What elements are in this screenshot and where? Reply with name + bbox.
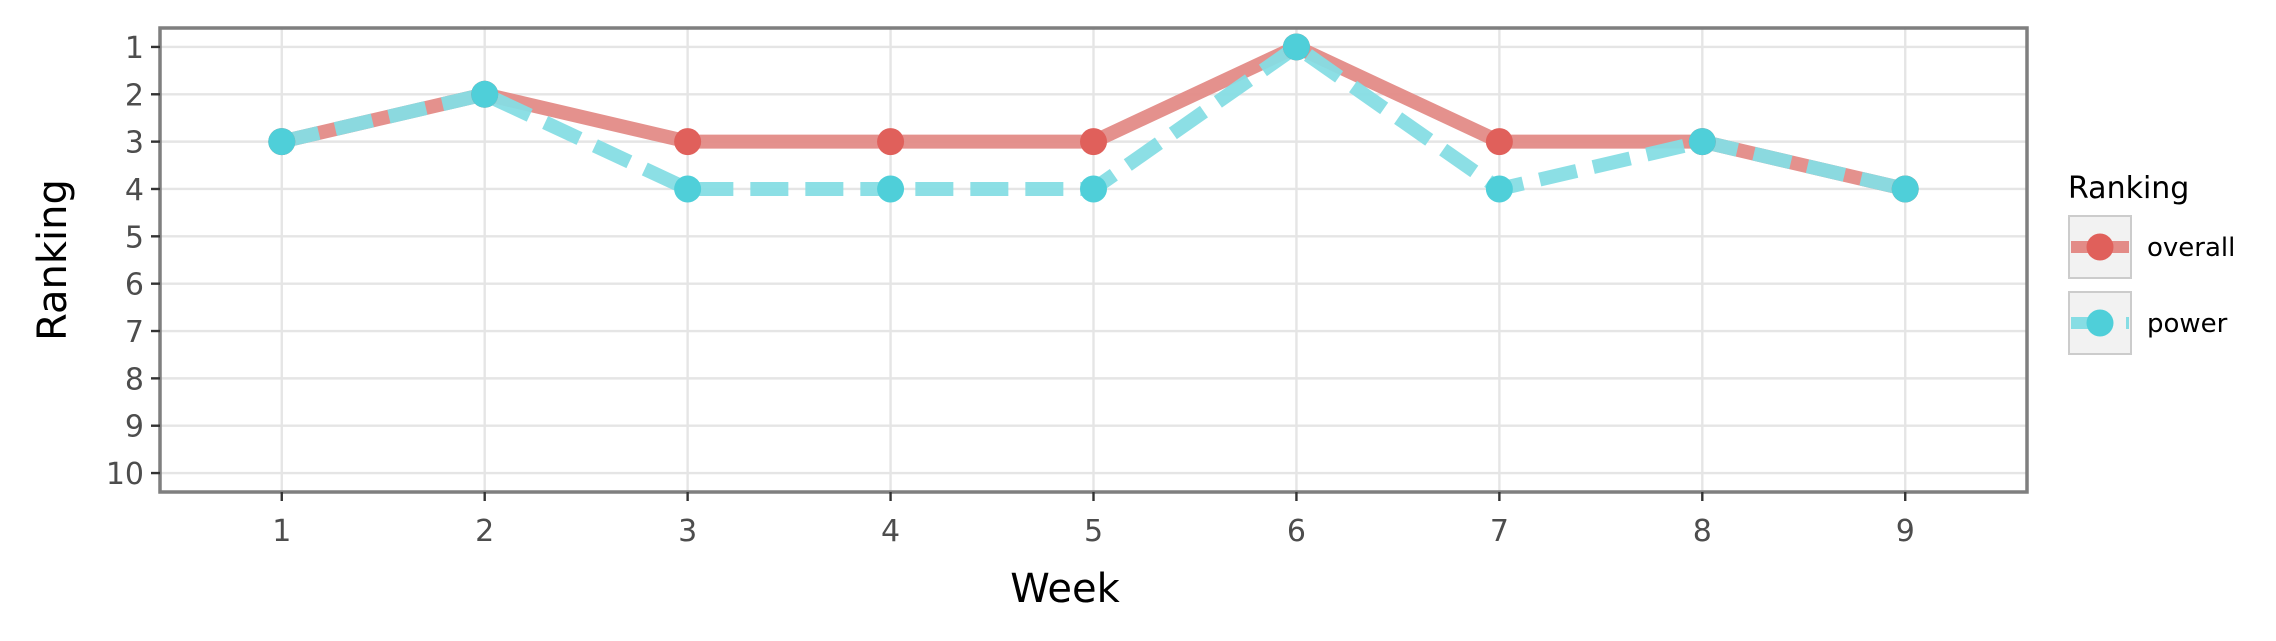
grid-lines — [160, 28, 2027, 492]
legend-entry-overall: overall — [2068, 215, 2235, 279]
legend-label: power — [2147, 309, 2228, 339]
x-tick-label: 4 — [881, 514, 900, 549]
legend-title: Ranking — [2068, 171, 2189, 206]
x-tick-label: 9 — [1896, 514, 1915, 549]
point-overall — [674, 128, 702, 156]
x-tick-label: 2 — [475, 514, 494, 549]
point-power — [268, 128, 296, 156]
x-tick-label: 7 — [1490, 514, 1509, 549]
y-tick-label: 7 — [125, 315, 144, 350]
point-power — [1485, 175, 1513, 203]
y-tick-label: 10 — [106, 457, 144, 492]
x-tick-label: 5 — [1084, 514, 1103, 549]
legend: Ranking overall power — [2068, 171, 2235, 355]
series-points — [268, 33, 1919, 203]
y-tick-label: 2 — [125, 78, 144, 113]
legend-label: overall — [2147, 233, 2235, 263]
y-axis-title: Ranking — [30, 179, 76, 341]
y-tick-label: 3 — [125, 126, 144, 161]
y-tick-label: 1 — [125, 31, 144, 66]
axis-ticks: 1 2 3 4 5 6 7 8 9 1 2 3 4 5 6 7 8 9 10 — [106, 31, 1915, 549]
y-tick-label: 5 — [125, 220, 144, 255]
legend-key-point — [2086, 233, 2114, 261]
y-tick-label: 6 — [125, 268, 144, 303]
point-overall — [877, 128, 905, 156]
legend-key-point — [2086, 309, 2114, 337]
point-overall — [1485, 128, 1513, 156]
y-tick-label: 8 — [125, 362, 144, 397]
x-axis-title: Week — [1010, 566, 1120, 612]
x-tick-label: 8 — [1693, 514, 1712, 549]
legend-entry-power: power — [2068, 291, 2228, 355]
point-overall — [1080, 128, 1107, 156]
point-power — [877, 175, 905, 203]
x-tick-label: 6 — [1287, 514, 1306, 549]
point-power — [1891, 175, 1919, 203]
point-power — [1688, 128, 1716, 156]
point-power — [471, 80, 499, 108]
x-tick-label: 1 — [272, 514, 291, 549]
x-tick-label: 3 — [678, 514, 697, 549]
point-power — [1282, 33, 1310, 61]
y-tick-label: 4 — [125, 173, 144, 208]
point-power — [1080, 175, 1107, 203]
y-tick-label: 9 — [125, 410, 144, 445]
point-power — [674, 175, 702, 203]
